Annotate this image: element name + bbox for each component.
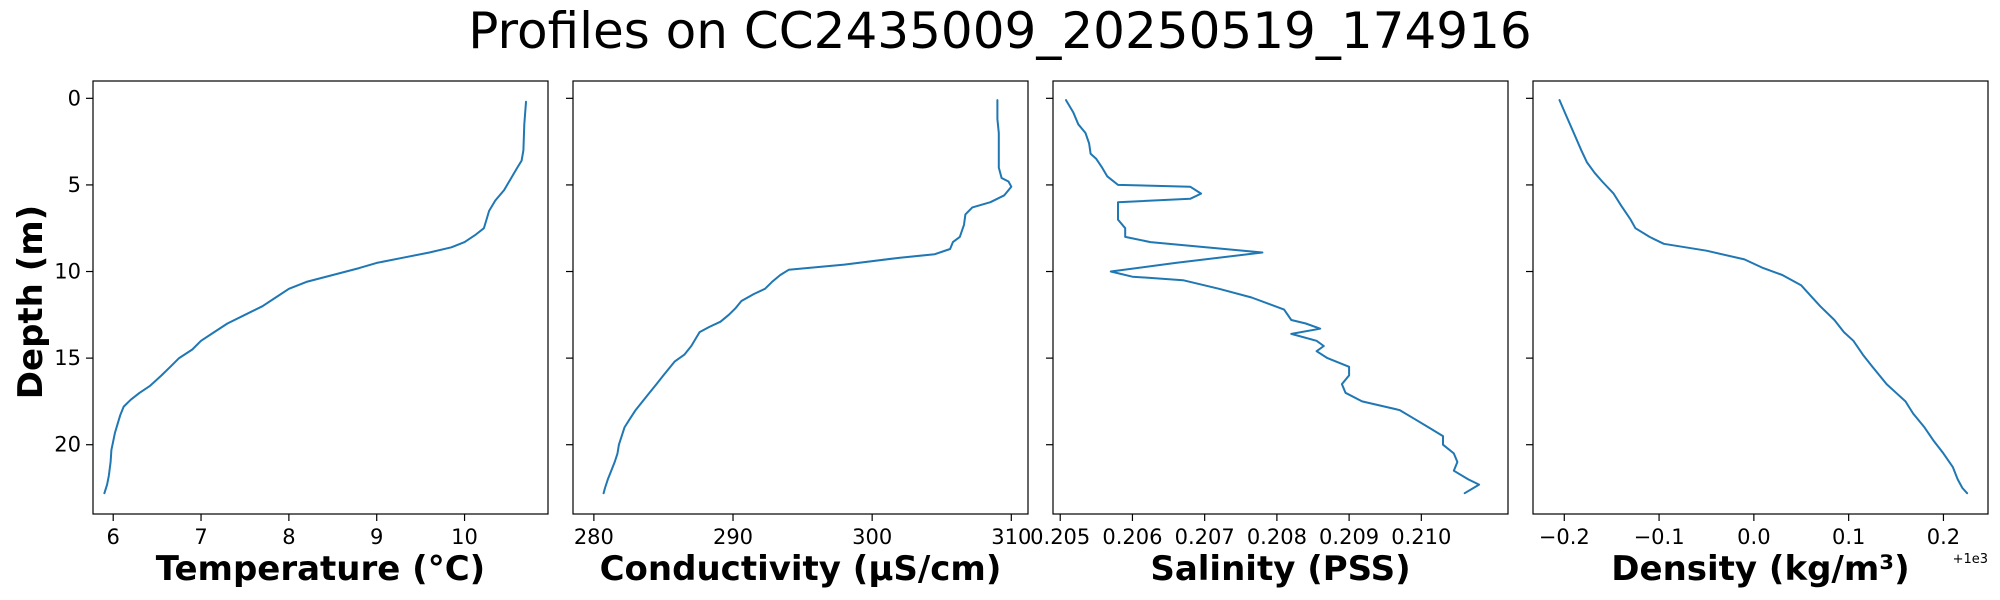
conductivity-x-tick-label: 310 [991,525,1031,549]
density-plot-frame [1532,80,1989,515]
temperature-profile-line [103,100,527,495]
density-x-tick-label: 0.1 [1832,525,1865,549]
temperature-y-tick-label: 0 [68,86,81,110]
conductivity-x-tick-label: 300 [852,525,892,549]
salinity-profile-line [1065,99,1481,495]
salinity-x-tick-label: 0.207 [1175,525,1235,549]
temperature-y-tick-label: 15 [54,346,81,370]
temperature-x-axis-label: Temperature (°C) [156,549,485,589]
conductivity-plot-frame [572,80,1029,515]
conductivity-x-axis-label: Conductivity (µS/cm) [600,549,1002,589]
density-x-tick-label: −0.2 [1539,525,1590,549]
profile-panels: 6 7 8 9 10 0 5 10 15 20 Temperature (°C) 280 290 300 3… [54,80,1989,589]
density-offset-label: +1e3 [1953,552,1988,567]
temperature-y-tick-label: 20 [54,433,81,457]
conductivity-profile-line [602,99,1013,495]
temperature-plot-frame [92,80,549,515]
temperature-x-tick-label: 8 [282,525,295,549]
density-x-tick-label: 0.2 [1927,525,1960,549]
density-x-tick-label: 0.0 [1737,525,1770,549]
temperature-panel: 6 7 8 9 10 0 5 10 15 20 Temperature (°C) [54,80,549,589]
temperature-x-tick-label: 9 [370,525,383,549]
temperature-x-tick-label: 7 [194,525,207,549]
density-panel: −0.2 −0.1 0.0 0.1 0.2 Density (kg/m³) +1e3 [1526,80,1989,589]
figure-title: Profiles on CC2435009_20250519_174916 [468,2,1531,60]
density-x-axis-label: Density (kg/m³) [1611,549,1909,589]
salinity-x-tick-label: 0.206 [1102,525,1162,549]
temperature-x-tick-label: 6 [107,525,120,549]
salinity-x-tick-label: 0.208 [1247,525,1307,549]
density-x-tick-label: −0.1 [1634,525,1685,549]
salinity-x-axis-label: Salinity (PSS) [1150,549,1410,589]
salinity-x-tick-label: 0.209 [1319,525,1379,549]
density-profile-line [1558,99,1969,495]
shared-y-axis-label: Depth (m) [11,205,51,399]
conductivity-x-tick-label: 290 [713,525,753,549]
temperature-y-tick-label: 5 [68,173,81,197]
salinity-x-tick-label: 0.205 [1030,525,1090,549]
salinity-plot-frame [1052,80,1509,515]
conductivity-x-tick-label: 280 [574,525,614,549]
salinity-x-tick-label: 0.210 [1391,525,1451,549]
temperature-x-tick-label: 10 [451,525,478,549]
temperature-y-tick-label: 10 [54,260,81,284]
